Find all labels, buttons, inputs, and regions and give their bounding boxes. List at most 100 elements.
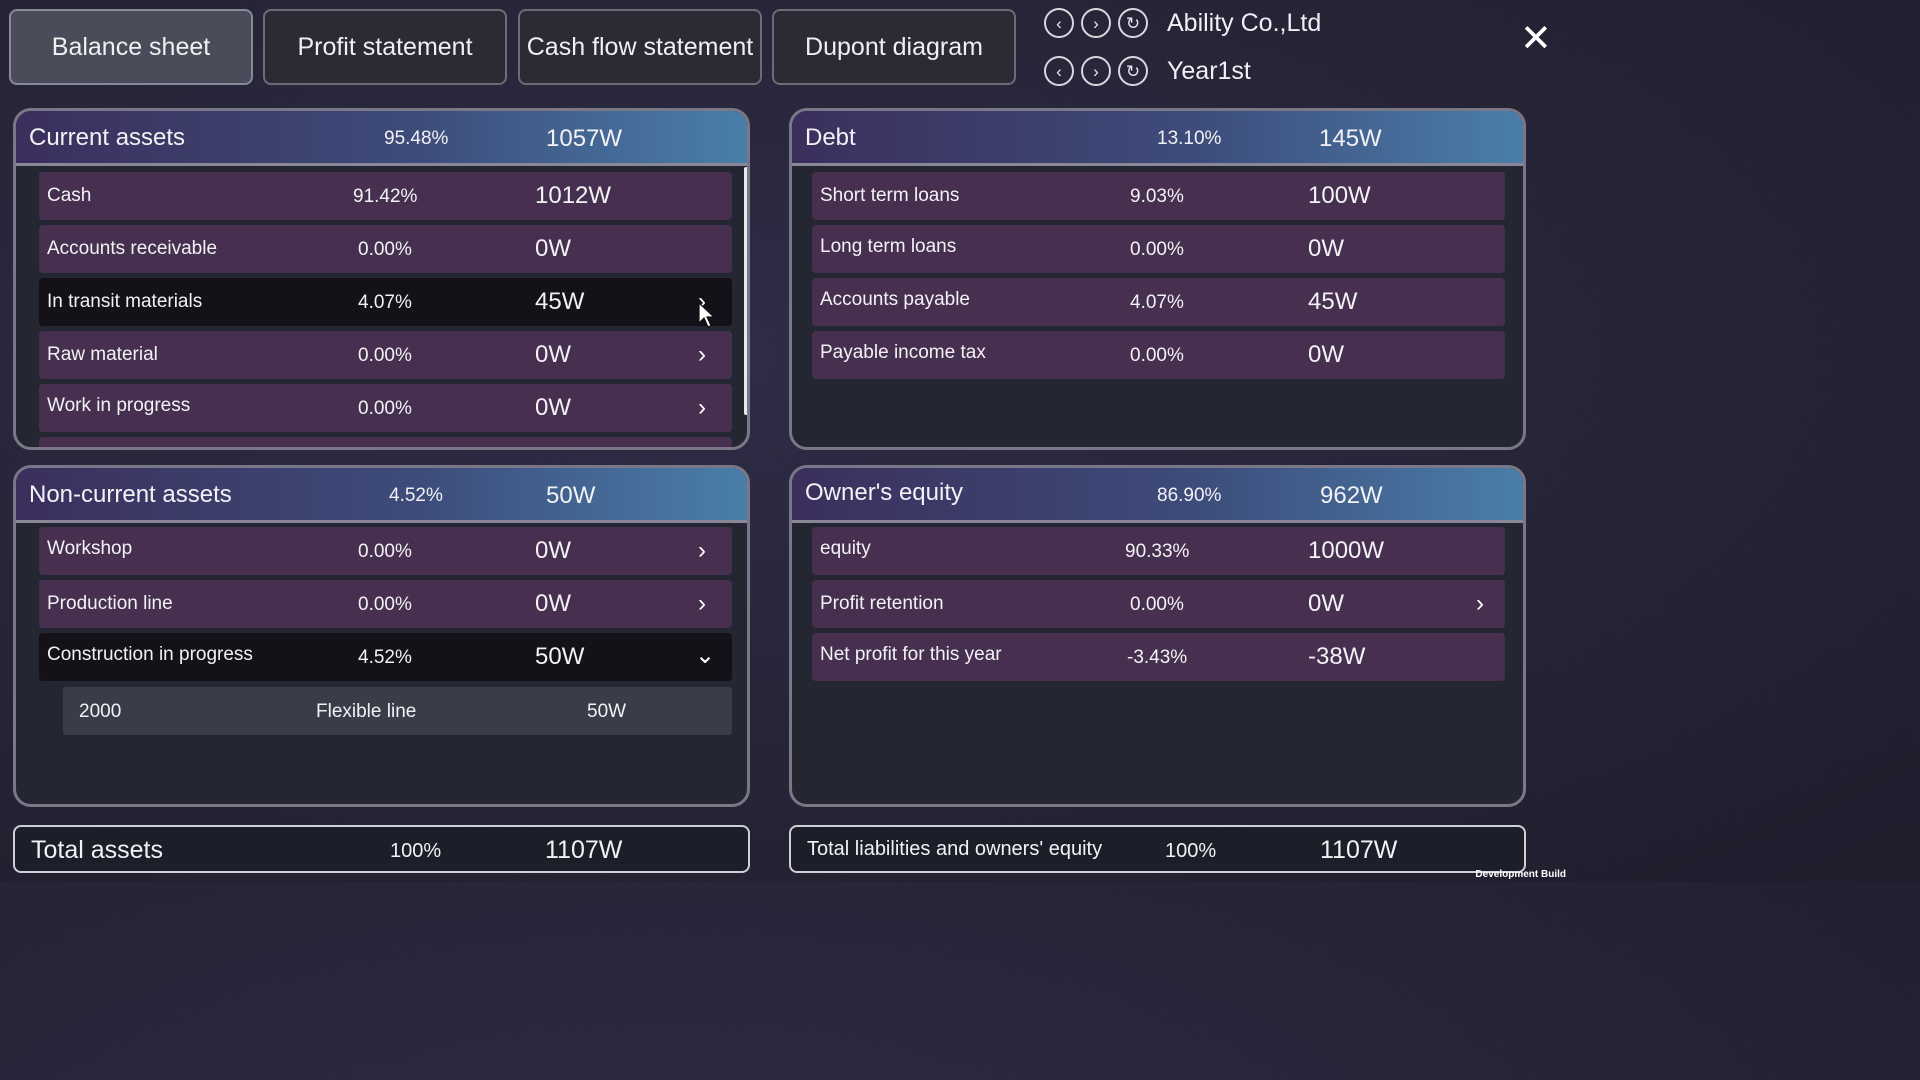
- tab-cash-flow-statement[interactable]: Cash flow statement: [518, 9, 762, 85]
- year-refresh-button[interactable]: ↻: [1118, 56, 1148, 86]
- row-label: Raw material: [47, 344, 158, 365]
- row-percent: 4.07%: [358, 292, 412, 313]
- row-label: Payable income tax: [820, 342, 986, 363]
- chevron-right-icon[interactable]: ›: [1476, 590, 1484, 617]
- row-label: equity: [820, 538, 871, 559]
- row-amount: 1000W: [1308, 537, 1385, 564]
- row-label: Workshop: [47, 538, 133, 559]
- row-accounts-payable[interactable]: Accounts payable 4.07% 45W: [812, 278, 1505, 326]
- subrow-amount: 50W: [587, 701, 627, 722]
- row-percent: 0.00%: [358, 541, 412, 562]
- row-profit-retention[interactable]: Profit retention 0.00% 0W ›: [812, 580, 1505, 628]
- total-percent: 100%: [390, 840, 442, 862]
- row-accounts-receivable[interactable]: Accounts receivable 0.00% 0W: [39, 225, 732, 273]
- row-net-profit[interactable]: Net profit for this year -3.43% -38W: [812, 633, 1505, 681]
- subrow-name: Flexible line: [316, 701, 417, 722]
- company-prev-button[interactable]: ‹: [1044, 8, 1074, 38]
- owners-equity-panel: Owner's equity 86.90% 962W equity 90.33%…: [789, 465, 1526, 807]
- row-percent: 4.52%: [358, 647, 412, 668]
- row-percent: 0.00%: [358, 594, 412, 615]
- chevron-right-icon[interactable]: ›: [698, 341, 706, 368]
- row-label: Accounts payable: [820, 289, 970, 310]
- total-label: Total liabilities and owners' equity: [807, 838, 1103, 860]
- tab-balance-sheet[interactable]: Balance sheet: [9, 9, 253, 85]
- row-amount: 0W: [1308, 235, 1344, 262]
- close-button[interactable]: ✕: [1520, 20, 1552, 58]
- debt-panel: Debt 13.10% 145W Short term loans 9.03% …: [789, 108, 1526, 450]
- row-amount: 50W: [535, 643, 585, 670]
- owners-equity-header: Owner's equity 86.90% 962W: [792, 468, 1523, 523]
- chevron-down-icon[interactable]: ⌄: [695, 642, 716, 669]
- debt-header: Debt 13.10% 145W: [792, 111, 1523, 166]
- row-percent: 0.00%: [358, 239, 412, 260]
- chevron-left-icon: ‹: [1056, 13, 1062, 33]
- row-long-term-loans[interactable]: Long term loans 0.00% 0W: [812, 225, 1505, 273]
- current-assets-panel: Current assets 95.48% 1057W Cash 91.42% …: [13, 108, 750, 450]
- total-amount: 1107W: [1320, 836, 1398, 864]
- row-percent: 9.03%: [1130, 186, 1184, 207]
- non-current-assets-header: Non-current assets 4.52% 50W: [16, 468, 747, 523]
- tab-profit-statement[interactable]: Profit statement: [263, 9, 507, 85]
- non-current-assets-panel: Non-current assets 4.52% 50W Workshop 0.…: [13, 465, 750, 807]
- row-payable-income-tax[interactable]: Payable income tax 0.00% 0W: [812, 331, 1505, 379]
- row-label: Short term loans: [820, 185, 960, 206]
- row-amount: 0W: [535, 394, 571, 421]
- row-amount: 0W: [1308, 590, 1344, 617]
- row-work-in-progress[interactable]: Work in progress 0.00% 0W ›: [39, 384, 732, 432]
- chevron-left-icon: ‹: [1056, 61, 1062, 81]
- row-label: Work in progress: [47, 395, 191, 416]
- row-partial: [39, 437, 732, 447]
- panel-title: Current assets: [29, 124, 186, 151]
- row-percent: 0.00%: [1130, 239, 1184, 260]
- row-label: Cash: [47, 185, 92, 206]
- current-assets-header: Current assets 95.48% 1057W: [16, 111, 747, 166]
- row-cash[interactable]: Cash 91.42% 1012W: [39, 172, 732, 220]
- row-amount: 0W: [535, 537, 571, 564]
- row-workshop[interactable]: Workshop 0.00% 0W ›: [39, 527, 732, 575]
- scrollbar[interactable]: [744, 167, 747, 415]
- row-short-term-loans[interactable]: Short term loans 9.03% 100W: [812, 172, 1505, 220]
- row-amount: 1012W: [535, 182, 612, 209]
- row-label: In transit materials: [47, 291, 203, 312]
- chevron-right-icon[interactable]: ›: [698, 288, 706, 315]
- row-equity[interactable]: equity 90.33% 1000W: [812, 527, 1505, 575]
- panel-percent: 86.90%: [1157, 485, 1222, 506]
- row-label: Construction in progress: [47, 644, 253, 665]
- panel-title: Non-current assets: [29, 481, 232, 508]
- panel-amount: 962W: [1320, 482, 1383, 509]
- year-label: Year1st: [1167, 57, 1251, 85]
- row-percent: 0.00%: [1130, 345, 1184, 366]
- row-percent: 91.42%: [353, 186, 418, 207]
- watermark: Development Build: [1475, 869, 1566, 880]
- panel-amount: 50W: [546, 482, 596, 509]
- company-refresh-button[interactable]: ↻: [1118, 8, 1148, 38]
- row-label: Accounts receivable: [47, 238, 218, 259]
- chevron-right-icon[interactable]: ›: [698, 590, 706, 617]
- row-raw-material[interactable]: Raw material 0.00% 0W ›: [39, 331, 732, 379]
- row-amount: 0W: [535, 341, 571, 368]
- total-percent: 100%: [1165, 840, 1217, 862]
- row-in-transit-materials[interactable]: In transit materials 4.07% 45W ›: [39, 278, 732, 326]
- row-amount: -38W: [1308, 643, 1366, 670]
- subrow-code: 2000: [79, 701, 122, 722]
- row-percent: 90.33%: [1125, 541, 1190, 562]
- mouse-cursor-icon: [698, 302, 716, 328]
- row-production-line[interactable]: Production line 0.00% 0W ›: [39, 580, 732, 628]
- tab-dupont-diagram[interactable]: Dupont diagram: [772, 9, 1016, 85]
- row-label: Profit retention: [820, 593, 944, 614]
- company-next-button[interactable]: ›: [1081, 8, 1111, 38]
- subrow-flexible-line[interactable]: 2000 Flexible line 50W: [63, 687, 732, 735]
- row-percent: -3.43%: [1127, 647, 1188, 668]
- row-label: Net profit for this year: [820, 644, 1002, 665]
- row-construction-in-progress[interactable]: Construction in progress 4.52% 50W ⌄: [39, 633, 732, 681]
- panel-amount: 1057W: [546, 125, 623, 152]
- chevron-right-icon[interactable]: ›: [698, 394, 706, 421]
- row-amount: 45W: [1308, 288, 1358, 315]
- row-label: Long term loans: [820, 236, 957, 257]
- year-prev-button[interactable]: ‹: [1044, 56, 1074, 86]
- total-liabilities-bar: Total liabilities and owners' equity 100…: [789, 825, 1526, 873]
- total-amount: 1107W: [545, 836, 623, 864]
- chevron-right-icon[interactable]: ›: [698, 537, 706, 564]
- year-next-button[interactable]: ›: [1081, 56, 1111, 86]
- row-amount: 100W: [1308, 182, 1371, 209]
